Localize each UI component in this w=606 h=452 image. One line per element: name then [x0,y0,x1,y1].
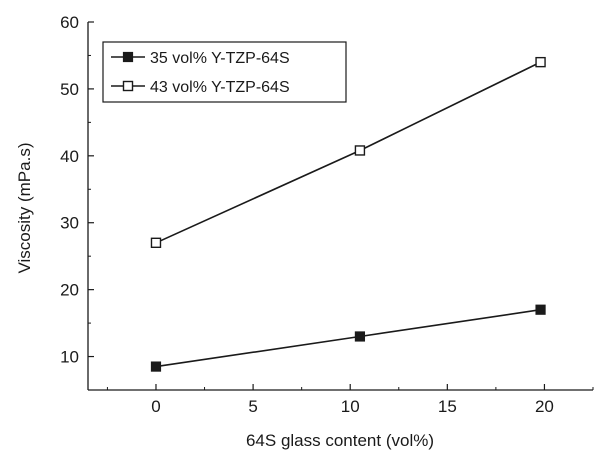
x-tick-label: 0 [151,397,160,416]
legend-marker-filled-square [122,51,134,63]
legend-box [102,41,347,103]
data-point-filled-square [535,304,546,315]
y-tick-label: 50 [60,80,79,99]
x-tick-label: 10 [341,397,360,416]
x-tick-label: 20 [535,397,554,416]
series-layer [150,56,546,372]
data-point-filled-square [150,361,162,372]
series-1 [150,304,546,372]
x-axis-label: 64S glass content (vol%) [246,431,434,450]
legend-marker-open-square [122,80,134,92]
series-line [155,308,541,368]
axes [87,22,593,391]
y-tick-label: 30 [60,214,79,233]
y-tick-label: 10 [60,348,79,367]
x-tick-label: 5 [248,397,257,416]
data-point-open-square [535,56,546,68]
series-2 [150,56,546,249]
y-tick-label: 20 [60,281,79,300]
legend-label-2: 43 vol% Y-TZP-64S [150,79,290,96]
y-tick-label: 40 [60,147,79,166]
data-point-open-square [354,145,366,156]
tick-labels: 0 5 10 15 20 10 20 30 40 50 60 [60,13,554,416]
tick-marks [88,21,594,391]
y-tick-label: 60 [60,13,79,32]
legend-label-1: 35 vol% Y-TZP-64S [150,50,290,67]
y-axis-label: Viscosity (mPa.s) [15,143,34,274]
x-tick-label: 15 [438,397,457,416]
data-point-filled-square [354,331,366,342]
legend: 35 vol% Y-TZP-64S 43 vol% Y-TZP-64S [102,41,347,103]
data-point-open-square [150,237,162,249]
